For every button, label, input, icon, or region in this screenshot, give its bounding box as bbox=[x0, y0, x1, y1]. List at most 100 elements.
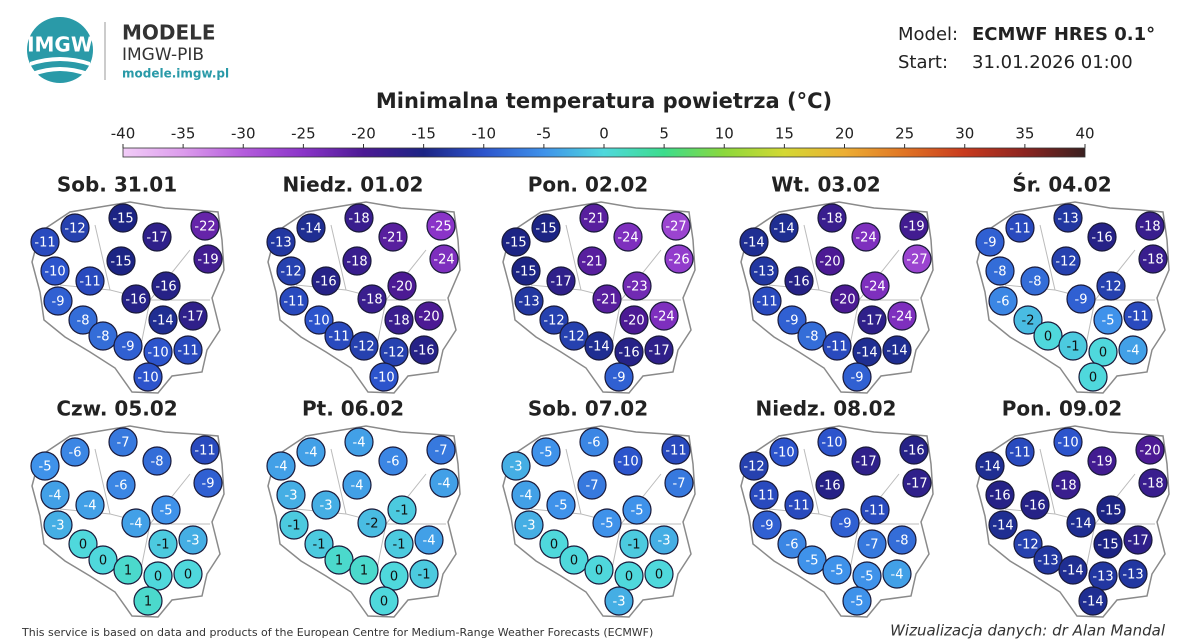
temperature-bubble bbox=[1118, 559, 1148, 589]
colorbar-tick-label: 5 bbox=[659, 125, 669, 143]
temperature-bubble bbox=[511, 256, 541, 286]
temperature-label: 0 bbox=[184, 568, 192, 583]
temperature-bubble bbox=[178, 525, 208, 555]
temperature-bubble bbox=[324, 321, 354, 351]
temperature-label: -12 bbox=[280, 265, 301, 280]
temperature-bubble bbox=[661, 435, 691, 465]
temperature-bubble bbox=[739, 227, 769, 257]
temperature-bubble bbox=[501, 451, 531, 481]
temperature-bubble bbox=[531, 437, 561, 467]
colorbar-tick-label: -25 bbox=[291, 125, 316, 143]
temperature-bubble bbox=[546, 490, 576, 520]
temperature-label: -4 bbox=[49, 489, 62, 504]
temperature-bubble bbox=[1093, 305, 1123, 335]
logo: IMGW bbox=[27, 17, 93, 83]
colorbar-tick-label: 0 bbox=[599, 125, 609, 143]
temperature-label: -13 bbox=[270, 236, 291, 251]
temperature-bubble bbox=[133, 586, 163, 616]
temperature-label: -5 bbox=[540, 446, 553, 461]
temperature-label: -16 bbox=[413, 344, 434, 359]
map-title: Wt. 03.02 bbox=[771, 173, 880, 197]
temperature-bubble bbox=[842, 362, 872, 392]
temperature-label: -11 bbox=[177, 344, 198, 359]
temperature-bubble bbox=[975, 451, 1005, 481]
temperature-bubble bbox=[842, 586, 872, 616]
temperature-label: -10 bbox=[44, 265, 65, 280]
temperature-bubble bbox=[387, 495, 417, 525]
temperature-label: -18 bbox=[361, 293, 382, 308]
temperature-label: 0 bbox=[625, 570, 633, 585]
temperature-label: -15 bbox=[1097, 538, 1118, 553]
temperature-label: -17 bbox=[855, 455, 876, 470]
temperature-bubble bbox=[378, 222, 408, 252]
temperature-bubble bbox=[68, 529, 98, 559]
temperature-label: -14 bbox=[1070, 517, 1091, 532]
temperature-bubble bbox=[414, 525, 444, 555]
temperature-label: -17 bbox=[146, 231, 167, 246]
temperature-bubble bbox=[613, 446, 643, 476]
temperature-label: -11 bbox=[34, 236, 55, 251]
logo-waves bbox=[30, 57, 90, 76]
temperature-bubble bbox=[614, 337, 644, 367]
temperature-label: -1 bbox=[418, 568, 431, 583]
temperature-label: -16 bbox=[618, 346, 639, 361]
temperature-bubble bbox=[173, 335, 203, 365]
temperature-bubble bbox=[1058, 555, 1088, 585]
temperature-bubble bbox=[902, 468, 932, 498]
temperature-label: -8 bbox=[1029, 275, 1042, 290]
temperature-bubble bbox=[426, 435, 456, 465]
temperature-label: -16 bbox=[125, 293, 146, 308]
temperature-bubble bbox=[604, 586, 634, 616]
day-map: Niedz. 01.02-14-18-25-13 -21-24-18-12-16-… bbox=[266, 173, 461, 394]
temperature-bubble bbox=[1053, 427, 1083, 457]
temperature-bubble bbox=[148, 305, 178, 335]
temperature-bubble bbox=[769, 437, 799, 467]
temperature-label: -12 bbox=[563, 330, 584, 345]
temperature-bubble bbox=[30, 451, 60, 481]
temperature-bubble bbox=[113, 331, 143, 361]
colorbar bbox=[122, 147, 1086, 158]
temperature-label: -20 bbox=[819, 255, 840, 270]
temperature-label: -16 bbox=[155, 280, 176, 295]
temperature-label: -5 bbox=[851, 595, 864, 610]
temperature-label: -17 bbox=[550, 275, 571, 290]
temperature-label: -11 bbox=[756, 295, 777, 310]
day-map: Pon. 02.02 -15 -21 -27 -15 -24 -26 -21 -15 -17 -23… bbox=[501, 173, 696, 394]
temperature-bubble bbox=[1020, 490, 1050, 520]
temperature-bubble bbox=[830, 284, 860, 314]
temperature-label: -5 bbox=[160, 504, 173, 519]
map-title: Niedz. 01.02 bbox=[283, 173, 424, 197]
temperature-bubble bbox=[342, 246, 372, 276]
temperature-label: -8 bbox=[97, 330, 110, 345]
temperature-label: -1 bbox=[313, 538, 326, 553]
temperature-bubble bbox=[852, 337, 882, 367]
temperature-label: -9 bbox=[851, 371, 864, 386]
temperature-label: -1 bbox=[628, 538, 641, 553]
temperature-bubble bbox=[1058, 331, 1088, 361]
temperature-label: -1 bbox=[157, 538, 170, 553]
temperature-bubble bbox=[749, 480, 779, 510]
temperature-bubble bbox=[822, 555, 852, 585]
temperature-label: -9 bbox=[786, 314, 799, 329]
temperature-label: -13 bbox=[1122, 568, 1143, 583]
temperature-label: -24 bbox=[617, 231, 638, 246]
temperature-bubble bbox=[1087, 222, 1117, 252]
temperature-label: -20 bbox=[391, 280, 412, 295]
temperature-bubble bbox=[88, 321, 118, 351]
temperature-label: -18 bbox=[388, 314, 409, 329]
map-title: Czw. 05.02 bbox=[56, 397, 177, 421]
temperature-bubble bbox=[752, 286, 782, 316]
temperature-bubble bbox=[88, 545, 118, 575]
temperature-label: -5 bbox=[631, 504, 644, 519]
temperature-label: 1 bbox=[335, 554, 343, 569]
temperature-label: -18 bbox=[1142, 477, 1163, 492]
temperature-bubble bbox=[113, 555, 143, 585]
temperature-bubble bbox=[584, 555, 614, 585]
temperature-bubble bbox=[739, 451, 769, 481]
map-title: Pon. 02.02 bbox=[528, 173, 648, 197]
temperature-label: -8 bbox=[151, 455, 164, 470]
temperature-bubble bbox=[902, 244, 932, 274]
temperature-bubble bbox=[369, 586, 399, 616]
temperature-label: -16 bbox=[1091, 231, 1112, 246]
